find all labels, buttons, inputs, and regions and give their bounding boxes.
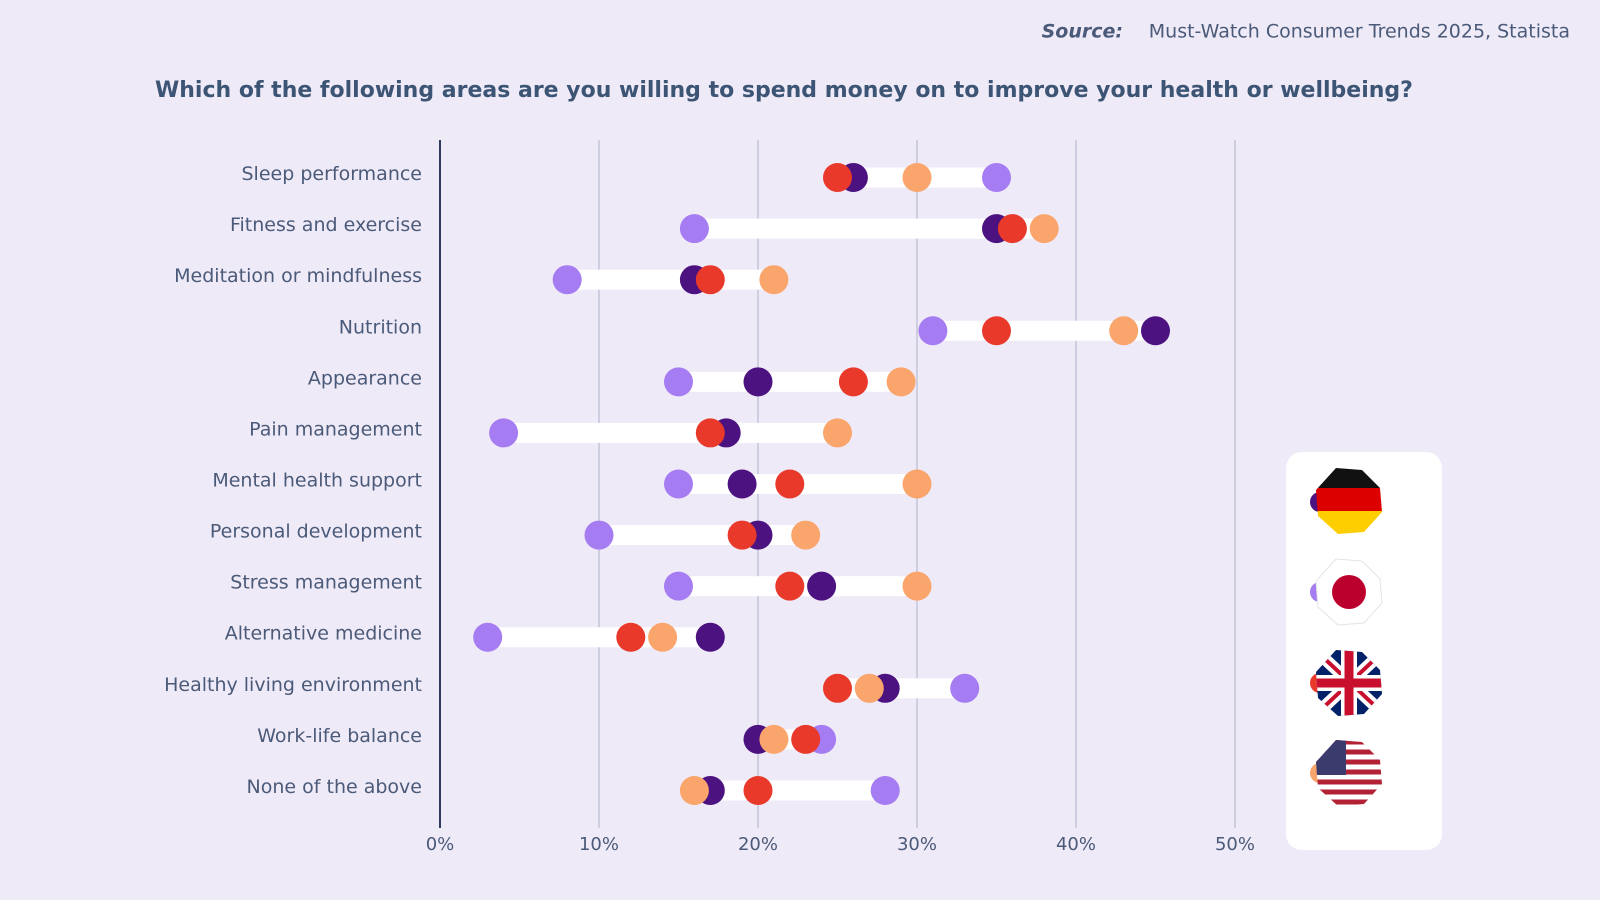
dot: [489, 418, 519, 448]
range-bar: [694, 218, 1045, 239]
dot: [823, 163, 852, 193]
x-tick-label: 40%: [1056, 834, 1096, 855]
legend: [1286, 452, 1442, 850]
dot: [679, 775, 709, 805]
dot: [997, 214, 1027, 244]
category-label: Mental health support: [212, 470, 422, 492]
category-label: Alternative medicine: [225, 623, 422, 645]
dot: [854, 673, 884, 703]
dot: [982, 163, 1011, 193]
x-tick-label: 50%: [1215, 834, 1255, 855]
category-label: Appearance: [308, 367, 422, 389]
range-bar: [694, 780, 886, 801]
category-label: Work-life balance: [257, 725, 422, 747]
dot: [695, 265, 725, 295]
category-label: Nutrition: [339, 316, 422, 338]
dot: [584, 520, 614, 550]
dot: [695, 622, 725, 652]
dot: [918, 316, 948, 346]
dot: [473, 622, 503, 652]
dot: [727, 520, 757, 550]
dot: [838, 367, 868, 397]
dot: [648, 622, 678, 652]
dot: [982, 316, 1011, 346]
dot: [759, 724, 789, 754]
range-bar: [503, 422, 838, 443]
flag-japan: [1315, 558, 1383, 626]
dot: [552, 265, 582, 295]
dot: [823, 673, 852, 703]
category-label: Healthy living environment: [164, 674, 422, 696]
dot: [1109, 316, 1139, 346]
dot: [902, 571, 932, 601]
source-label: Source:: [1042, 21, 1123, 43]
dot: [807, 571, 837, 601]
dot: [870, 775, 900, 805]
dot: [950, 673, 980, 703]
dot: [727, 469, 757, 499]
category-label: Sleep performance: [242, 163, 423, 185]
dot: [775, 469, 805, 499]
range-bar: [567, 269, 774, 290]
dot: [1141, 316, 1170, 346]
grid: 0% 10% 20% 30% 40% 50%: [426, 140, 1255, 855]
dot: [823, 418, 852, 448]
dot: [886, 367, 916, 397]
category-label: Meditation or mindfulness: [174, 265, 422, 287]
dot: [743, 775, 773, 805]
category-label: Fitness and exercise: [230, 214, 422, 236]
dot: [775, 571, 805, 601]
category-label: Pain management: [249, 418, 422, 440]
dot: [791, 520, 821, 550]
rows: Sleep performance Fitness and exercise Med…: [164, 163, 1170, 805]
flag-usa: [1316, 740, 1382, 806]
dot: [791, 724, 821, 754]
dot: [743, 367, 773, 397]
dot: [695, 418, 725, 448]
dot: [679, 214, 709, 244]
dot: [616, 622, 646, 652]
x-tick-label: 20%: [738, 834, 778, 855]
dot: [902, 163, 932, 193]
category-label: None of the above: [247, 776, 422, 798]
category-label: Stress management: [230, 572, 422, 594]
dot: [664, 367, 693, 397]
chart-title: Which of the following areas are you wil…: [155, 78, 1413, 103]
x-tick-label: 30%: [897, 834, 937, 855]
dot: [1029, 214, 1059, 244]
dot: [664, 469, 693, 499]
x-tick-label: 10%: [579, 834, 619, 855]
dot: [664, 571, 693, 601]
dot: [759, 265, 789, 295]
source: Must-Watch Consumer Trends 2025, Statist…: [1149, 21, 1570, 43]
x-tick-label: 0%: [426, 834, 455, 855]
dot: [902, 469, 932, 499]
category-label: Personal development: [210, 521, 422, 543]
range-bar: [599, 525, 806, 546]
